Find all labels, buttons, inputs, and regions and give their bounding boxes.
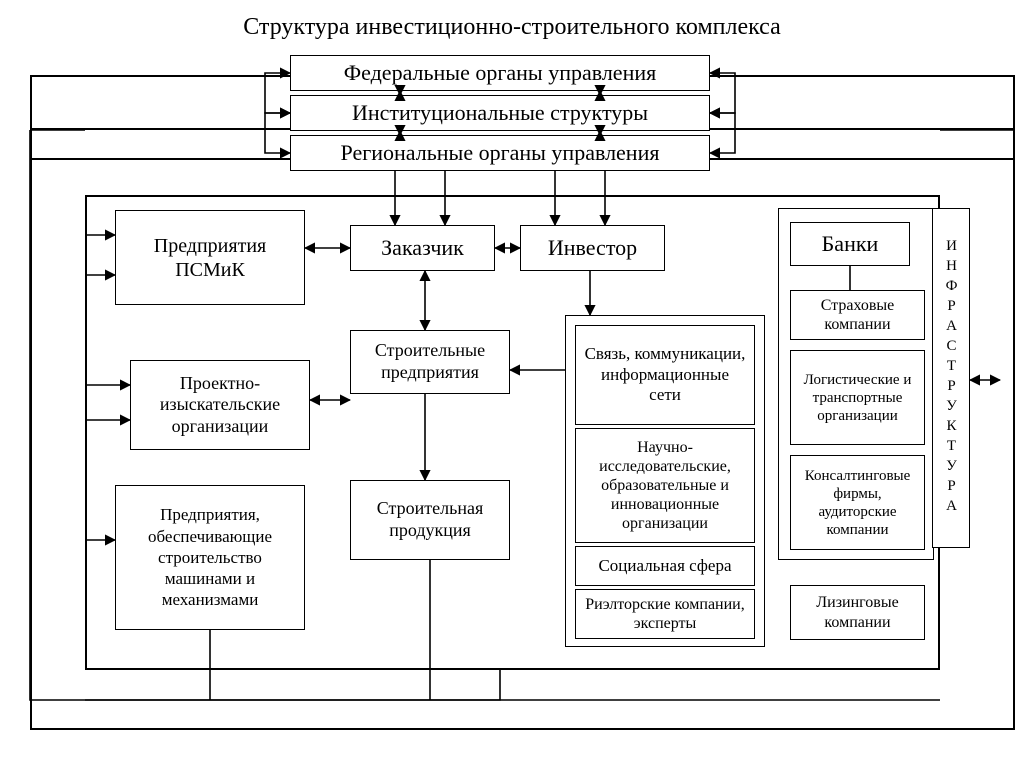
label: Логистические и транспортные организации (799, 371, 916, 425)
node-social: Социальная сфера (575, 546, 755, 586)
label: Инвестор (548, 235, 637, 261)
node-lizing: Лизинговые компании (790, 585, 925, 640)
label: Социальная сфера (598, 556, 731, 576)
label: Связь, коммуникации, информационные сети (584, 344, 746, 405)
label: Научно-исследовательские, образовательны… (584, 438, 746, 534)
node-stroipred: Строительные предприятия (350, 330, 510, 394)
node-institut: Институциональные структуры (290, 95, 710, 131)
node-konsalt: Консалтинговые фирмы, аудиторские компан… (790, 455, 925, 550)
node-logist: Логистические и транспортные организации (790, 350, 925, 445)
label: Страховые компании (799, 296, 916, 334)
node-federal: Федеральные органы управления (290, 55, 710, 91)
node-prodc: Строительная продукция (350, 480, 510, 560)
label: Строительные предприятия (359, 340, 501, 383)
label: ИНФРАСТРУКТУРА (943, 238, 960, 518)
node-svyaz: Связь, коммуникации, информационные сети (575, 325, 755, 425)
diagram-title: Структура инвестиционно-строительного ко… (0, 14, 1024, 41)
label: Проектно-изыскательские организации (139, 373, 301, 438)
node-strah: Страховые компании (790, 290, 925, 340)
vertical-label-infra: ИНФРАСТРУКТУРА (932, 208, 970, 548)
node-psmik: Предприятия ПСМиК (115, 210, 305, 305)
label: Консалтинговые фирмы, аудиторские компан… (799, 467, 916, 539)
label: Федеральные органы управления (344, 60, 657, 86)
label: Предприятия ПСМиК (124, 234, 296, 282)
node-nauka: Научно-исследовательские, образовательны… (575, 428, 755, 543)
node-zakazchik: Заказчик (350, 225, 495, 271)
label: Предприятия, обеспечивающие строительств… (124, 504, 296, 610)
node-regional: Региональные органы управления (290, 135, 710, 171)
node-proekt: Проектно-изыскательские организации (130, 360, 310, 450)
node-rielt: Риэлторские компании, эксперты (575, 589, 755, 639)
label: Строительная продукция (359, 498, 501, 541)
label: Заказчик (381, 235, 464, 261)
label: Лизинговые компании (799, 593, 916, 631)
label: Институциональные структуры (352, 100, 648, 126)
diagram-stage: Структура инвестиционно-строительного ко… (0, 0, 1024, 767)
node-mashiny: Предприятия, обеспечивающие строительств… (115, 485, 305, 630)
node-investor: Инвестор (520, 225, 665, 271)
label: Риэлторские компании, эксперты (584, 595, 746, 633)
label: Региональные органы управления (341, 140, 660, 166)
